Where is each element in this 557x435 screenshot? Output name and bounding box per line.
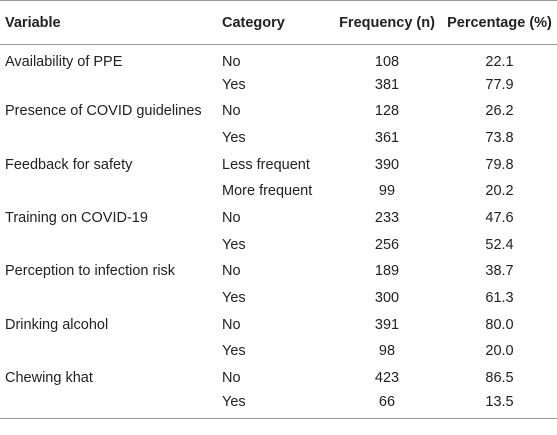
cell-frequency: 300 <box>374 290 400 307</box>
cell-frequency: 391 <box>374 316 400 333</box>
cell-frequency: 423 <box>374 370 400 387</box>
header-variable: Variable <box>0 0 222 45</box>
cell-category: Yes <box>222 76 246 93</box>
cell-variable: Drinking alcohol <box>5 316 109 333</box>
header-frequency: Frequency (n) <box>332 0 442 45</box>
cell-category: No <box>222 263 241 280</box>
cell-frequency: 256 <box>374 236 400 253</box>
cell-percentage: 13.5 <box>442 391 557 419</box>
cell-variable: Perception to infection risk <box>5 263 176 280</box>
cell-percentage: 26.2 <box>485 103 514 120</box>
cell-frequency: 99 <box>378 183 396 200</box>
table-row: More frequent 99 20.2 <box>0 178 557 205</box>
cell-variable: Feedback for safety <box>5 156 133 173</box>
cell-category: No <box>222 370 241 387</box>
table-row: Presence of COVID guidelines No 128 26.2 <box>0 98 557 125</box>
cell-variable <box>0 71 222 98</box>
cell-percentage: 47.6 <box>485 209 514 226</box>
table-row: Training on COVID-19 No 233 47.6 <box>0 205 557 232</box>
cell-category: Yes <box>222 129 246 146</box>
cell-variable: Availability of PPE <box>5 54 123 71</box>
table-row: Yes 300 61.3 <box>0 285 557 312</box>
cell-variable: Training on COVID-19 <box>5 209 148 226</box>
table-header-row: Variable Category Frequency (n) Percenta… <box>0 0 557 45</box>
table-row: Yes 256 52.4 <box>0 231 557 258</box>
cell-percentage: 20.0 <box>485 343 514 360</box>
cell-category: Yes <box>222 290 246 307</box>
cell-category: No <box>222 103 241 120</box>
cell-frequency: 189 <box>374 263 400 280</box>
header-percentage: Percentage (%) <box>442 0 557 45</box>
cell-variable: Chewing khat <box>5 370 93 387</box>
cell-frequency: 108 <box>374 54 400 71</box>
cell-percentage: 73.8 <box>485 129 514 146</box>
cell-percentage: 79.8 <box>485 156 514 173</box>
cell-frequency: 361 <box>374 129 400 146</box>
cell-variable: Presence of COVID guidelines <box>5 103 202 120</box>
cell-variable <box>0 178 222 205</box>
cell-percentage: 80.0 <box>485 316 514 333</box>
cell-frequency: 233 <box>374 209 400 226</box>
cell-category: Yes <box>222 236 246 253</box>
table-row: Yes 66 13.5 <box>0 391 557 419</box>
cell-category: No <box>222 54 241 71</box>
cell-variable <box>0 338 222 365</box>
cell-frequency: 381 <box>374 76 400 93</box>
cell-frequency: 66 <box>332 391 442 419</box>
table-row: Chewing khat No 423 86.5 <box>0 365 557 392</box>
table-row: Yes 361 73.8 <box>0 125 557 152</box>
cell-frequency: 128 <box>374 103 400 120</box>
cell-variable <box>0 285 222 312</box>
cell-variable <box>0 125 222 152</box>
cell-frequency: 98 <box>378 343 396 360</box>
table-body: Availability of PPE No 108 22.1 Yes 381 77.9 Pr… <box>0 45 557 419</box>
cell-category: Yes <box>222 391 332 419</box>
cell-category: No <box>222 316 241 333</box>
table-row: Availability of PPE No 108 22.1 <box>0 45 557 72</box>
cell-category: Less frequent <box>222 156 310 173</box>
cell-percentage: 20.2 <box>485 183 514 200</box>
table-row: Yes 98 20.0 <box>0 338 557 365</box>
cell-percentage: 38.7 <box>485 263 514 280</box>
table-row: Perception to infection risk No 189 38.7 <box>0 258 557 285</box>
cell-percentage: 52.4 <box>485 236 514 253</box>
table-row: Yes 381 77.9 <box>0 71 557 98</box>
table-row: Drinking alcohol No 391 80.0 <box>0 311 557 338</box>
cell-category: Yes <box>222 343 246 360</box>
header-category: Category <box>222 0 332 45</box>
table-row: Feedback for safety Less frequent 390 79.8 <box>0 151 557 178</box>
cell-category: More frequent <box>222 183 313 200</box>
cell-percentage: 61.3 <box>485 290 514 307</box>
cell-variable <box>0 391 222 419</box>
cell-variable <box>0 231 222 258</box>
cell-frequency: 390 <box>374 156 400 173</box>
cell-category: No <box>222 209 241 226</box>
data-table: Variable Category Frequency (n) Percenta… <box>0 0 557 419</box>
cell-percentage: 22.1 <box>485 54 514 71</box>
cell-percentage: 86.5 <box>485 370 514 387</box>
cell-percentage: 77.9 <box>485 76 514 93</box>
